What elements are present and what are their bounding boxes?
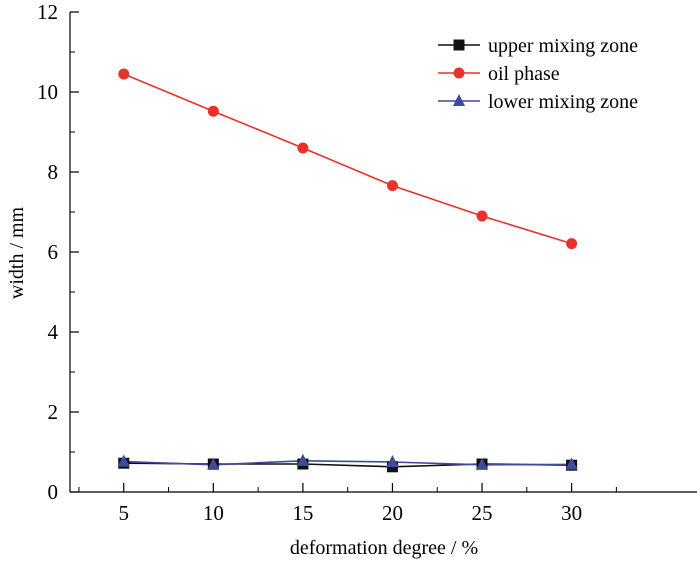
y-tick-label: 0 <box>48 480 59 504</box>
series-lines <box>123 73 572 468</box>
data-point-oil-phase <box>297 142 309 154</box>
y-tick-label: 6 <box>48 240 59 264</box>
legend-label-oil-phase: oil phase <box>488 63 560 85</box>
x-tick-label: 25 <box>472 501 493 525</box>
x-tick-label: 30 <box>561 501 582 525</box>
y-tick-label: 8 <box>48 160 59 184</box>
y-tick-label: 10 <box>37 80 58 104</box>
y-tick-label: 4 <box>48 320 59 344</box>
axes <box>69 12 697 493</box>
ticks <box>70 11 617 493</box>
data-point-oil-phase <box>386 180 398 192</box>
data-point-oil-phase <box>566 238 578 250</box>
x-tick-label: 5 <box>118 501 129 525</box>
legend: upper mixing zone oil phase lower mixing z… <box>438 35 638 113</box>
data-point-lower-mixing-zone <box>565 457 578 470</box>
data-point-lower-mixing-zone <box>117 454 130 467</box>
data-point-oil-phase <box>118 68 130 80</box>
x-tick-label: 20 <box>382 501 403 525</box>
series-line-lower-mixing-zone <box>123 459 572 466</box>
series-markers <box>117 68 578 473</box>
data-point-lower-mixing-zone <box>386 454 399 468</box>
x-tick-label: 10 <box>203 501 224 525</box>
data-point-lower-mixing-zone <box>475 457 489 470</box>
legend-label-upper-mixing-zone: upper mixing zone <box>488 35 638 57</box>
legend-marker-lower-mixing-zone <box>452 93 466 107</box>
data-point-lower-mixing-zone <box>207 457 220 470</box>
data-point-oil-phase <box>476 210 488 222</box>
legend-marker-upper-mixing-zone <box>453 39 465 51</box>
data-point-oil-phase <box>207 105 219 117</box>
y-tick-label: 12 <box>37 0 58 24</box>
series-line-oil-phase <box>123 73 572 245</box>
legend-label-lower-mixing-zone: lower mixing zone <box>488 91 638 113</box>
y-tick-label: 2 <box>48 400 59 424</box>
legend-marker-oil-phase <box>453 67 465 79</box>
y-axis-title: width / mm <box>6 206 28 299</box>
x-axis-title: deformation degree / % <box>290 537 478 559</box>
tick-labels: 0 2 4 6 8 10 12 5 10 15 20 25 30 <box>37 0 582 525</box>
data-point-lower-mixing-zone <box>296 453 309 466</box>
x-tick-label: 15 <box>292 501 313 525</box>
